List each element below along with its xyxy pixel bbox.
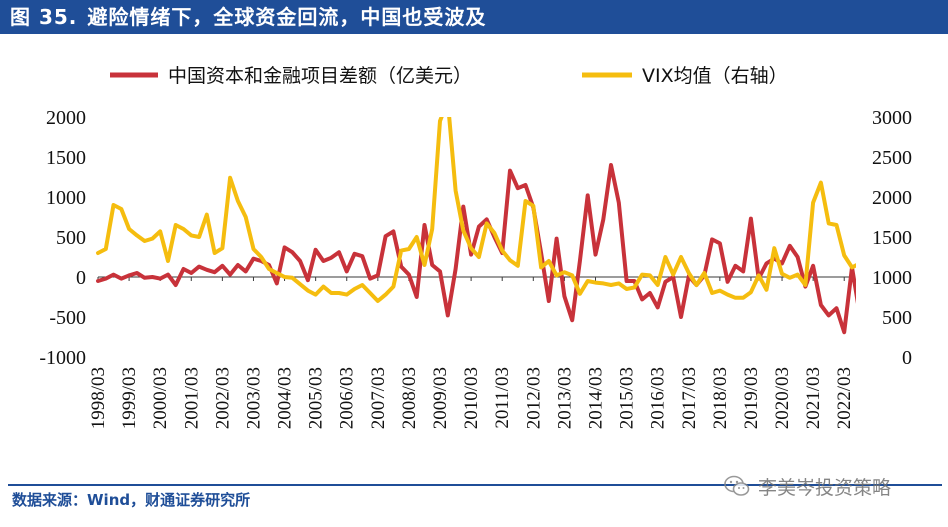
x-tick-label: 2008/03 [399,367,420,429]
x-tick-label: 2012/03 [523,367,544,429]
left-tick-label: -1000 [39,347,86,369]
x-tick-label: 2004/03 [275,367,296,429]
capital-account-line [96,163,856,335]
left-tick-label: 2000 [46,107,86,129]
legend-label: 中国资本和金融项目差额（亿美元） [168,65,472,87]
x-tick-label: 2003/03 [243,367,264,429]
left-tick-label: 1000 [46,187,86,209]
x-tick-label: 2017/03 [679,367,700,429]
x-tick-label: 2001/03 [181,367,202,429]
wechat-icon [724,475,750,496]
x-tick-label: 1999/03 [119,367,140,429]
x-tick-label: 2015/03 [617,367,638,429]
source-note: 数据来源：Wind，财通证券研究所 [12,491,251,509]
right-tick-label: 2500 [872,147,912,169]
x-tick-label: 2019/03 [741,367,762,429]
right-tick-label: 3000 [872,107,912,129]
x-tick-label: 2021/03 [803,367,824,429]
x-tick-label: 2018/03 [710,367,731,429]
x-tick-label: 2005/03 [306,367,327,429]
x-tick-label: 2014/03 [585,367,606,429]
x-tick-label: 2011/03 [492,367,513,429]
x-tick-label: 2002/03 [212,367,233,429]
left-y-axis: -1000 -500 0 500 1000 1500 2000 [39,107,86,369]
footer-divider [8,484,942,486]
plot-series [96,117,856,335]
right-tick-label: 2000 [872,187,912,209]
figure-title-bar: 图 35. 避险情绪下，全球资金回流，中国也受波及 [0,0,948,34]
right-tick-label: 1000 [872,267,912,289]
x-tick-label: 2009/03 [430,367,451,429]
left-tick-label: -500 [49,307,86,329]
x-tick-label: 2000/03 [150,367,171,429]
watermark-text: 李美岑投资策略 [758,476,892,499]
x-tick-label: 2016/03 [648,367,669,429]
x-tick-label: 2006/03 [337,367,358,429]
right-tick-label: 0 [902,347,912,369]
x-tick-label: 2013/03 [554,367,575,429]
watermark: 李美岑投资策略 [724,474,892,499]
legend: 中国资本和金融项目差额（亿美元） VIX均值（右轴） [110,65,788,87]
left-tick-label: 500 [56,227,86,249]
figure-title: 避险情绪下，全球资金回流，中国也受波及 [87,5,487,29]
x-tick-label: 2010/03 [461,367,482,429]
right-tick-label: 500 [882,307,912,329]
figure-number: 图 35. [10,5,78,29]
x-tick-label: 1998/03 [88,367,109,429]
chart: 中国资本和金融项目差额（亿美元） VIX均值（右轴） -1000 -500 0 500 1… [39,65,912,429]
legend-label: VIX均值（右轴） [642,65,788,87]
left-tick-label: 0 [76,267,86,289]
right-y-axis: 0 500 1000 1500 2000 2500 3000 [872,107,912,369]
vix-line [96,117,856,303]
x-axis: 1998/03 1999/03 2000/03 2001/03 2002/03 2003/… [88,277,855,429]
x-tick-label: 2020/03 [772,367,793,429]
x-tick-label: 2022/03 [834,367,855,429]
left-tick-label: 1500 [46,147,86,169]
x-tick-label: 2007/03 [368,367,389,429]
right-tick-label: 1500 [872,227,912,249]
